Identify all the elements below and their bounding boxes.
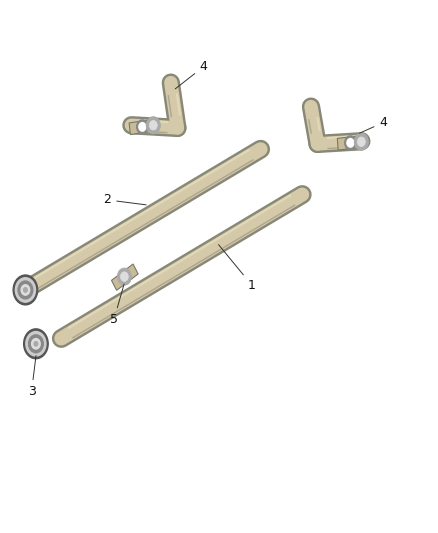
Circle shape xyxy=(137,120,148,134)
Circle shape xyxy=(21,285,30,295)
Circle shape xyxy=(28,335,43,353)
Circle shape xyxy=(354,133,368,150)
Circle shape xyxy=(345,136,356,150)
Text: 4: 4 xyxy=(175,60,208,89)
Circle shape xyxy=(32,338,40,349)
Circle shape xyxy=(119,270,131,284)
Circle shape xyxy=(149,120,157,130)
Circle shape xyxy=(120,272,128,281)
Polygon shape xyxy=(112,264,138,290)
Circle shape xyxy=(146,117,160,134)
Text: 2: 2 xyxy=(103,193,146,206)
Text: 5: 5 xyxy=(110,284,124,326)
Polygon shape xyxy=(337,136,364,150)
Circle shape xyxy=(24,288,27,292)
Circle shape xyxy=(24,329,48,359)
Circle shape xyxy=(15,278,35,302)
Text: 1: 1 xyxy=(219,245,256,292)
Circle shape xyxy=(26,332,46,356)
Circle shape xyxy=(18,281,33,299)
Polygon shape xyxy=(129,119,155,134)
Circle shape xyxy=(347,139,354,147)
Text: 3: 3 xyxy=(28,356,36,398)
Text: 4: 4 xyxy=(360,116,387,133)
Circle shape xyxy=(121,273,128,281)
Circle shape xyxy=(139,123,146,131)
Circle shape xyxy=(117,268,131,285)
Circle shape xyxy=(13,275,38,305)
Circle shape xyxy=(34,342,38,346)
Circle shape xyxy=(357,137,365,147)
